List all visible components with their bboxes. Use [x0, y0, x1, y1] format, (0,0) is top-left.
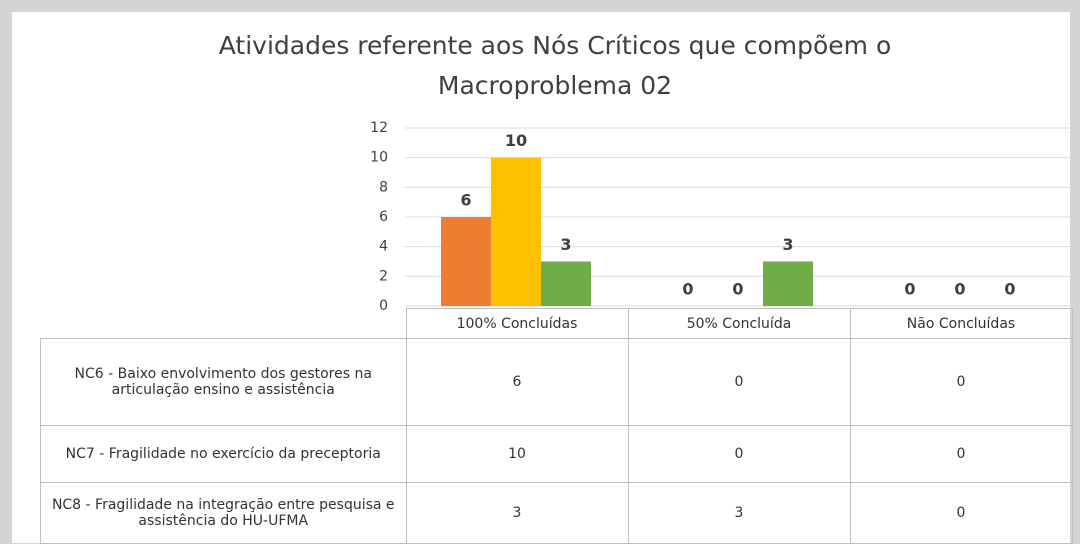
legend-label: NC8 - Fragilidade na integração entre pe…	[51, 497, 395, 529]
y-tick-label: 8	[379, 179, 388, 195]
table-row: NC8 - Fragilidade na integração entre pe…	[40, 482, 1073, 544]
legend-cell: NC7 - Fragilidade no exercício da precep…	[40, 425, 407, 483]
bar	[541, 261, 591, 306]
table-value: 3	[627, 482, 851, 544]
data-label: 3	[782, 235, 793, 254]
legend-cell: NC8 - Fragilidade na integração entre pe…	[40, 482, 407, 544]
table-header-row: 100% Concluídas 50% Concluída Não Concluíd…	[41, 308, 1073, 339]
table-corner	[41, 309, 407, 339]
y-tick-label: 12	[370, 120, 388, 136]
data-label: 0	[682, 280, 693, 299]
table-value: 3	[405, 482, 629, 544]
data-table: 100% Concluídas 50% Concluída Não Concluíd…	[40, 308, 1073, 544]
x-tick-label: 50% Concluída	[627, 308, 851, 339]
table-value: 0	[627, 338, 851, 426]
title-box: Atividades referente aos Nós Críticos qu…	[218, 31, 892, 100]
y-tick-label: 0	[379, 298, 388, 314]
table-value: 0	[627, 425, 851, 483]
table-value: 0	[849, 482, 1073, 544]
legend-label: NC7 - Fragilidade no exercício da precep…	[65, 446, 381, 462]
bar	[491, 157, 541, 306]
table-value: 6	[405, 338, 629, 426]
data-label: 6	[460, 191, 471, 210]
legend-label: NC6 - Baixo envolvimento dos gestores na…	[74, 366, 372, 398]
data-label: 0	[1004, 280, 1015, 299]
y-tick-label: 4	[379, 239, 388, 255]
data-label: 0	[732, 280, 743, 299]
data-label: 3	[560, 235, 571, 254]
y-tick-label: 2	[379, 268, 388, 284]
bar	[763, 261, 813, 306]
y-tick-label: 10	[370, 150, 388, 166]
table-value: 0	[849, 425, 1073, 483]
chart-title: Atividades referente aos Nós Críticos qu…	[218, 31, 892, 100]
table-value: 0	[849, 338, 1073, 426]
y-tick-label: 6	[379, 209, 388, 225]
x-tick-label: Não Concluídas	[849, 308, 1073, 339]
legend-cell: NC6 - Baixo envolvimento dos gestores na…	[40, 338, 407, 426]
table-row: NC7 - Fragilidade no exercício da precep…	[40, 425, 1073, 483]
data-label: 10	[505, 131, 527, 150]
bar	[441, 217, 491, 306]
x-tick-label: 100% Concluídas	[405, 308, 629, 339]
data-label: 0	[954, 280, 965, 299]
table-row: NC6 - Baixo envolvimento dos gestores na…	[40, 338, 1073, 426]
table-value: 10	[405, 425, 629, 483]
data-label: 0	[904, 280, 915, 299]
